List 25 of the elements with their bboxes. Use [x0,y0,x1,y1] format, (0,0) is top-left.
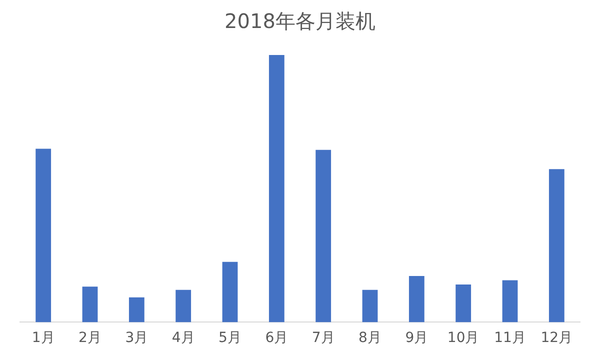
bar [222,262,238,322]
bar [268,55,284,322]
x-tick-label: 12月 [540,330,573,346]
x-tick-label: 11月 [494,330,526,346]
bar [176,290,192,322]
x-tick-label: 2月 [78,330,102,346]
bar [456,284,472,322]
bar [548,169,564,322]
chart-title: 2018年各月装机 [224,9,376,34]
x-tick-label: 3月 [125,330,148,346]
bar [128,297,144,322]
x-tick-label: 1月 [32,330,55,346]
bar [36,148,52,322]
bar [362,290,378,322]
x-tick-label: 8月 [358,330,382,346]
x-tick-label: 10月 [447,330,480,346]
x-tick-label: 9月 [405,330,428,346]
bar [502,280,518,322]
x-tick-label: 4月 [172,330,195,346]
x-tick-label: 6月 [265,330,288,346]
bar [408,276,424,322]
bar [82,286,98,322]
x-tick-label: 7月 [312,330,335,346]
x-tick-label: 5月 [218,330,242,346]
bar [316,150,332,322]
